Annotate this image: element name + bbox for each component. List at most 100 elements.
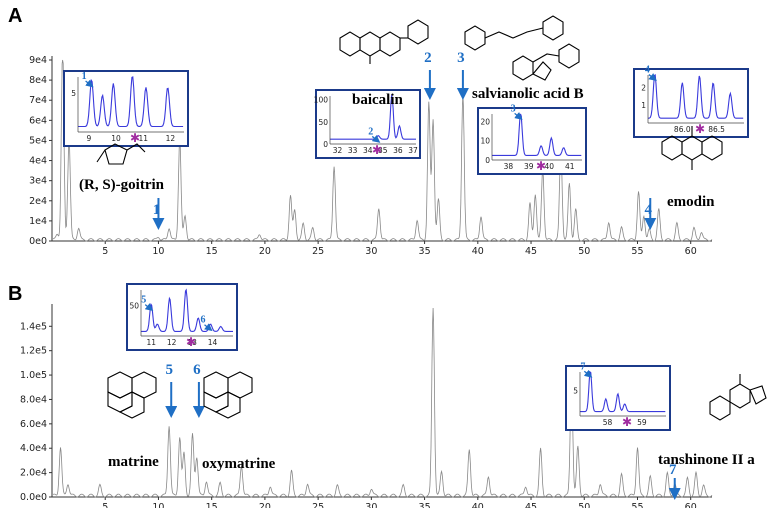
inset-panel: 9 10 11 12 5 ✱ 1 xyxy=(63,70,189,147)
inset-y-tick-label: 0 xyxy=(323,140,328,149)
inset-x-tick-label: 38 xyxy=(504,162,514,171)
panel-b-chromatogram xyxy=(52,307,713,498)
inset-y-tick-label: 2 xyxy=(641,83,646,92)
inset-peak-arrow xyxy=(648,73,657,81)
marker-number: 7 xyxy=(669,462,677,478)
x-tick-label: 60 xyxy=(685,502,697,508)
inset-peak-number: 4 xyxy=(645,65,650,76)
compound-label-emodin: emodin xyxy=(667,194,715,210)
inset-x-tick-label: 33 xyxy=(348,146,358,155)
x-tick-label: 45 xyxy=(525,246,537,257)
y-tick-label: 1.0e5 xyxy=(20,370,47,381)
marker-number: 5 xyxy=(165,362,173,378)
asterisk-icon: ✱ xyxy=(536,159,546,173)
inset-frame xyxy=(315,89,421,159)
inset-peak-number: 2 xyxy=(368,126,373,137)
inset-x-tick-label: 12 xyxy=(166,134,176,143)
inset-peak-arrow xyxy=(204,323,213,332)
x-tick-label: 40 xyxy=(472,502,484,508)
inset-panel: 58 59 5 ✱ 7 xyxy=(565,361,671,431)
inset-panel: 86.0 86.5 1 2 ✱ 4 xyxy=(633,65,749,138)
x-tick-label: 15 xyxy=(206,502,218,508)
inset-peak-arrow xyxy=(144,303,154,312)
x-tick-label: 25 xyxy=(312,246,324,257)
structure-goitrin xyxy=(96,143,146,165)
inset-x-tick-label: 14 xyxy=(208,338,218,347)
inset-peak-number: 3 xyxy=(511,103,516,114)
inset-x-tick-label: 36 xyxy=(393,146,403,155)
inset-y-tick-label: 1 xyxy=(641,101,646,110)
panel-label-a: A xyxy=(8,5,22,27)
panel-b-markers: 5 6 7 xyxy=(165,362,681,500)
inset-peak-number: 1 xyxy=(82,71,87,82)
asterisk-icon: ✱ xyxy=(695,122,705,136)
inset-x-tick-label: 59 xyxy=(637,418,647,427)
x-tick-label: 55 xyxy=(631,246,643,257)
inset-x-tick-label: 32 xyxy=(333,146,343,155)
inset-peak-arrow xyxy=(514,111,523,120)
panel-a-chromatogram xyxy=(52,59,713,242)
chromatogram-trace xyxy=(52,307,713,498)
x-tick-label: 30 xyxy=(365,246,377,257)
inset-y-tick-label: 0 xyxy=(485,156,490,165)
asterisk-icon: ✱ xyxy=(186,335,196,349)
inset-panel: 38 39 40 41 0 10 20 ✱ 3 xyxy=(477,103,587,175)
inset-x-tick-label: 39 xyxy=(524,162,534,171)
y-tick-label: 1.2e5 xyxy=(20,346,47,357)
inset-x-tick-label: 37 xyxy=(408,146,418,155)
inset-y-tick-label: 100 xyxy=(314,96,329,105)
x-tick-label: 45 xyxy=(525,502,537,508)
y-tick-label: 0.0e0 xyxy=(20,492,47,503)
inset-panel: 32 33 34 35 36 37 0 50 100 ✱ 2 xyxy=(314,89,421,159)
x-tick-label: 10 xyxy=(152,246,164,257)
structure-baicalin xyxy=(339,19,429,64)
inset-x-tick-label: 86.5 xyxy=(708,125,725,134)
inset-y-tick-label: 5 xyxy=(71,89,76,98)
x-tick-label: 50 xyxy=(578,502,590,508)
structure-matrine xyxy=(107,371,157,419)
y-tick-label: 4e4 xyxy=(29,156,47,167)
inset-x-tick-label: 13 xyxy=(187,338,197,347)
x-tick-label: 10 xyxy=(152,502,164,508)
inset-x-tick-label: 35 xyxy=(378,146,388,155)
marker-number: 3 xyxy=(457,50,465,66)
inset-y-tick-label: 50 xyxy=(318,118,328,127)
inset-frame xyxy=(633,68,749,138)
inset-x-tick-label: 34 xyxy=(363,146,373,155)
inset-x-tick-label: 86.0 xyxy=(674,125,691,134)
panel-label-b: B xyxy=(8,283,22,305)
inset-trace xyxy=(78,76,184,128)
inset-panel: 11 12 13 14 50 ✱ 5 6 xyxy=(126,283,238,351)
panel-a-axes: 5 10 15 20 25 30 35 40 45 50 55 600e01e42e43e44e45e… xyxy=(29,55,712,257)
inset-trace xyxy=(492,113,582,156)
inset-y-tick-label: 20 xyxy=(480,117,490,126)
asterisk-icon: ✱ xyxy=(622,415,632,429)
marker-number: 1 xyxy=(153,202,161,218)
y-tick-label: 2.0e4 xyxy=(20,468,47,479)
inset-y-tick-label: 10 xyxy=(480,137,490,146)
compound-label-goitrin: (R, S)-goitrin xyxy=(79,177,165,193)
y-tick-label: 7e4 xyxy=(29,95,47,106)
y-tick-label: 6.0e4 xyxy=(20,419,47,430)
asterisk-icon: ✱ xyxy=(130,131,140,145)
x-tick-label: 50 xyxy=(578,246,590,257)
x-tick-label: 25 xyxy=(312,502,324,508)
inset-peak-arrow xyxy=(371,134,381,143)
inset-trace xyxy=(648,74,744,119)
inset-y-tick-label: 5 xyxy=(573,387,578,396)
y-tick-label: 0e0 xyxy=(29,236,47,247)
marker-number: 4 xyxy=(645,202,653,218)
inset-peak-number: 5 xyxy=(141,295,146,306)
asterisk-icon: ✱ xyxy=(372,143,382,157)
compound-label-baicalin: baicalin xyxy=(352,92,404,108)
y-tick-label: 5e4 xyxy=(29,135,47,146)
y-tick-label: 4.0e4 xyxy=(20,443,47,454)
x-tick-label: 30 xyxy=(365,502,377,508)
x-tick-label: 40 xyxy=(472,246,484,257)
structure-oxymatrine xyxy=(203,371,253,419)
structure-tanshinone xyxy=(709,374,767,421)
inset-trace xyxy=(141,288,233,332)
inset-peak-arrow xyxy=(583,369,593,378)
inset-x-tick-label: 41 xyxy=(565,162,575,171)
